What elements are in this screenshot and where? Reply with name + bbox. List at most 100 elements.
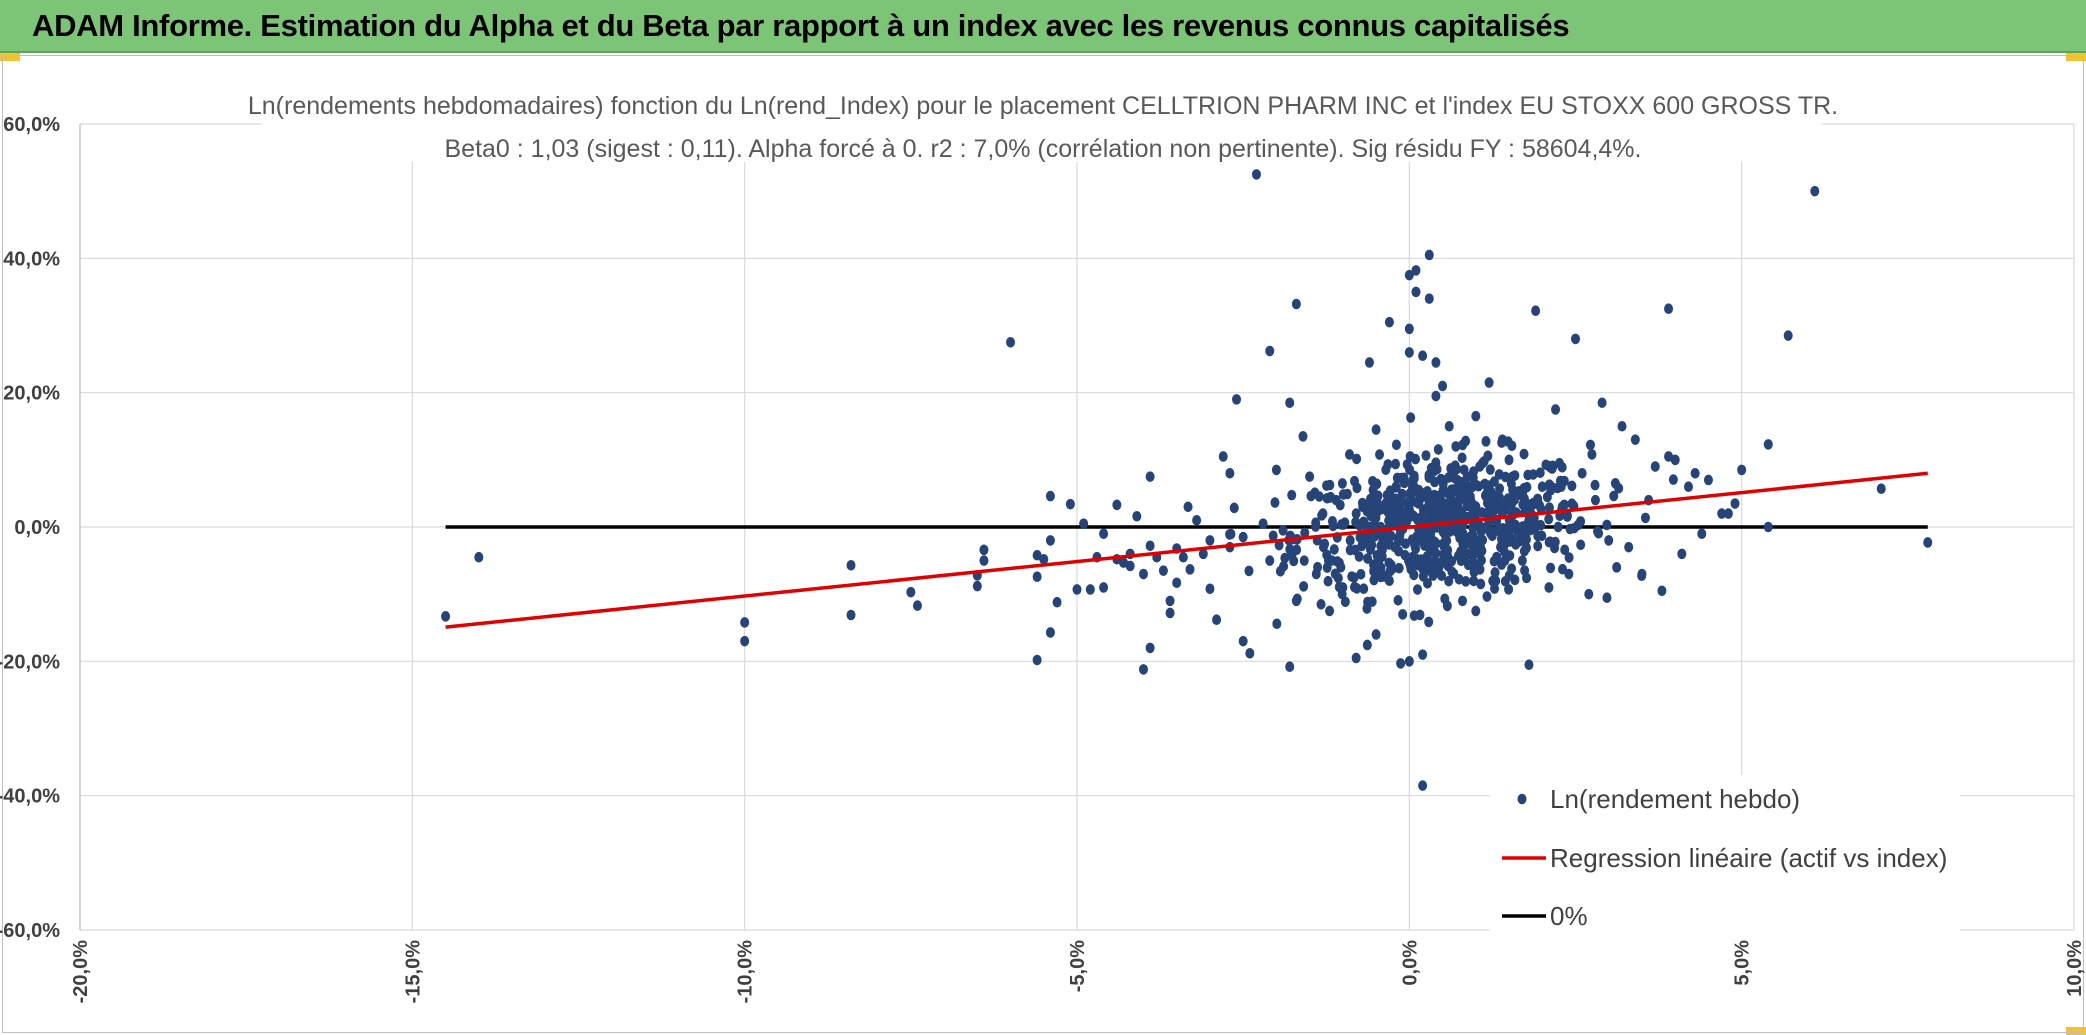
data-point	[1322, 492, 1332, 504]
data-point	[1265, 555, 1275, 566]
data-point	[1394, 562, 1404, 574]
data-point	[1507, 440, 1517, 452]
data-point	[1419, 528, 1429, 540]
data-point	[1413, 584, 1423, 595]
data-point	[1876, 483, 1886, 495]
data-point	[1183, 501, 1193, 513]
data-point	[1340, 596, 1350, 608]
x-tick-label: 0,0%	[1399, 940, 1421, 986]
data-point	[1352, 453, 1362, 465]
data-point	[1484, 377, 1494, 388]
data-point	[1477, 507, 1487, 518]
data-point	[1375, 449, 1385, 460]
data-point	[1602, 592, 1612, 603]
data-point	[1314, 491, 1324, 502]
data-point	[1923, 537, 1933, 548]
data-point	[1299, 555, 1309, 566]
data-point	[740, 635, 750, 647]
data-point	[1469, 575, 1479, 587]
data-point	[1604, 535, 1614, 546]
data-point	[1072, 584, 1082, 595]
data-point	[1357, 497, 1367, 509]
data-point	[1723, 508, 1733, 519]
data-point	[1350, 544, 1360, 556]
data-point	[1369, 574, 1379, 586]
data-point	[1138, 568, 1148, 580]
data-point	[1232, 394, 1242, 405]
legend-label-points: Ln(rendement hebdo)	[1550, 784, 1800, 814]
data-point	[1393, 594, 1403, 606]
data-point	[1482, 591, 1492, 602]
data-point	[1258, 518, 1268, 529]
data-point	[1537, 530, 1547, 542]
y-tick-label: -20,0%	[0, 651, 60, 673]
data-point	[1553, 521, 1563, 533]
data-point	[1271, 464, 1281, 476]
data-point	[1614, 482, 1624, 494]
data-point	[441, 611, 451, 622]
data-point	[1322, 480, 1332, 491]
data-point	[1416, 554, 1426, 565]
data-point	[1550, 542, 1560, 554]
data-point	[1551, 404, 1561, 415]
legend-label-regression: Regression linéaire (actif vs index)	[1550, 843, 1947, 873]
data-point	[1468, 499, 1478, 511]
legend-label-zero: 0%	[1550, 901, 1588, 931]
data-point	[1469, 566, 1479, 578]
data-point	[1351, 652, 1361, 664]
x-tick-label: 10,0%	[2064, 940, 2086, 997]
data-point	[1285, 661, 1295, 673]
data-point	[1683, 481, 1693, 493]
data-point	[1337, 478, 1347, 489]
data-point	[1355, 520, 1365, 531]
data-point	[979, 544, 989, 556]
data-point	[1524, 499, 1534, 510]
legend-marker-points	[1517, 793, 1527, 805]
data-point	[1587, 449, 1597, 460]
data-point	[1404, 495, 1414, 507]
data-point	[1690, 467, 1700, 479]
data-point	[1287, 489, 1297, 501]
data-point	[1404, 269, 1414, 281]
data-point	[1424, 249, 1434, 261]
corner-marker-bottom-right	[2066, 1027, 2086, 1035]
data-point	[1299, 581, 1309, 592]
data-point	[1481, 436, 1491, 447]
data-point	[1640, 512, 1650, 524]
data-point	[1251, 169, 1261, 180]
data-point	[1172, 577, 1182, 589]
data-point	[1391, 458, 1401, 470]
data-point	[1292, 593, 1302, 605]
data-point	[1398, 609, 1408, 620]
y-tick-label: -40,0%	[0, 786, 60, 808]
data-point	[1225, 467, 1235, 479]
data-point	[1383, 501, 1393, 513]
data-point	[1298, 431, 1308, 442]
data-point	[1205, 583, 1215, 595]
data-point	[1471, 605, 1481, 617]
data-point	[1523, 469, 1533, 481]
data-point	[1270, 497, 1280, 508]
data-point	[1316, 599, 1326, 610]
data-point	[1458, 595, 1468, 607]
data-point	[1544, 513, 1554, 525]
data-point	[1489, 555, 1499, 567]
data-point	[1332, 556, 1342, 567]
data-point	[1452, 463, 1462, 475]
data-point	[1520, 565, 1530, 576]
data-point	[1630, 434, 1640, 445]
data-point	[1032, 549, 1042, 561]
data-point	[1577, 467, 1587, 479]
data-point	[1404, 656, 1414, 667]
data-point	[1571, 333, 1580, 345]
data-point	[1565, 523, 1575, 535]
data-point	[1446, 492, 1456, 504]
data-point	[1052, 596, 1062, 608]
data-point	[1384, 539, 1394, 550]
data-point	[1300, 527, 1310, 539]
data-point	[1447, 566, 1457, 578]
data-point	[1285, 543, 1295, 555]
data-point	[1165, 595, 1175, 607]
data-point	[1418, 571, 1428, 582]
data-point	[1409, 610, 1419, 621]
